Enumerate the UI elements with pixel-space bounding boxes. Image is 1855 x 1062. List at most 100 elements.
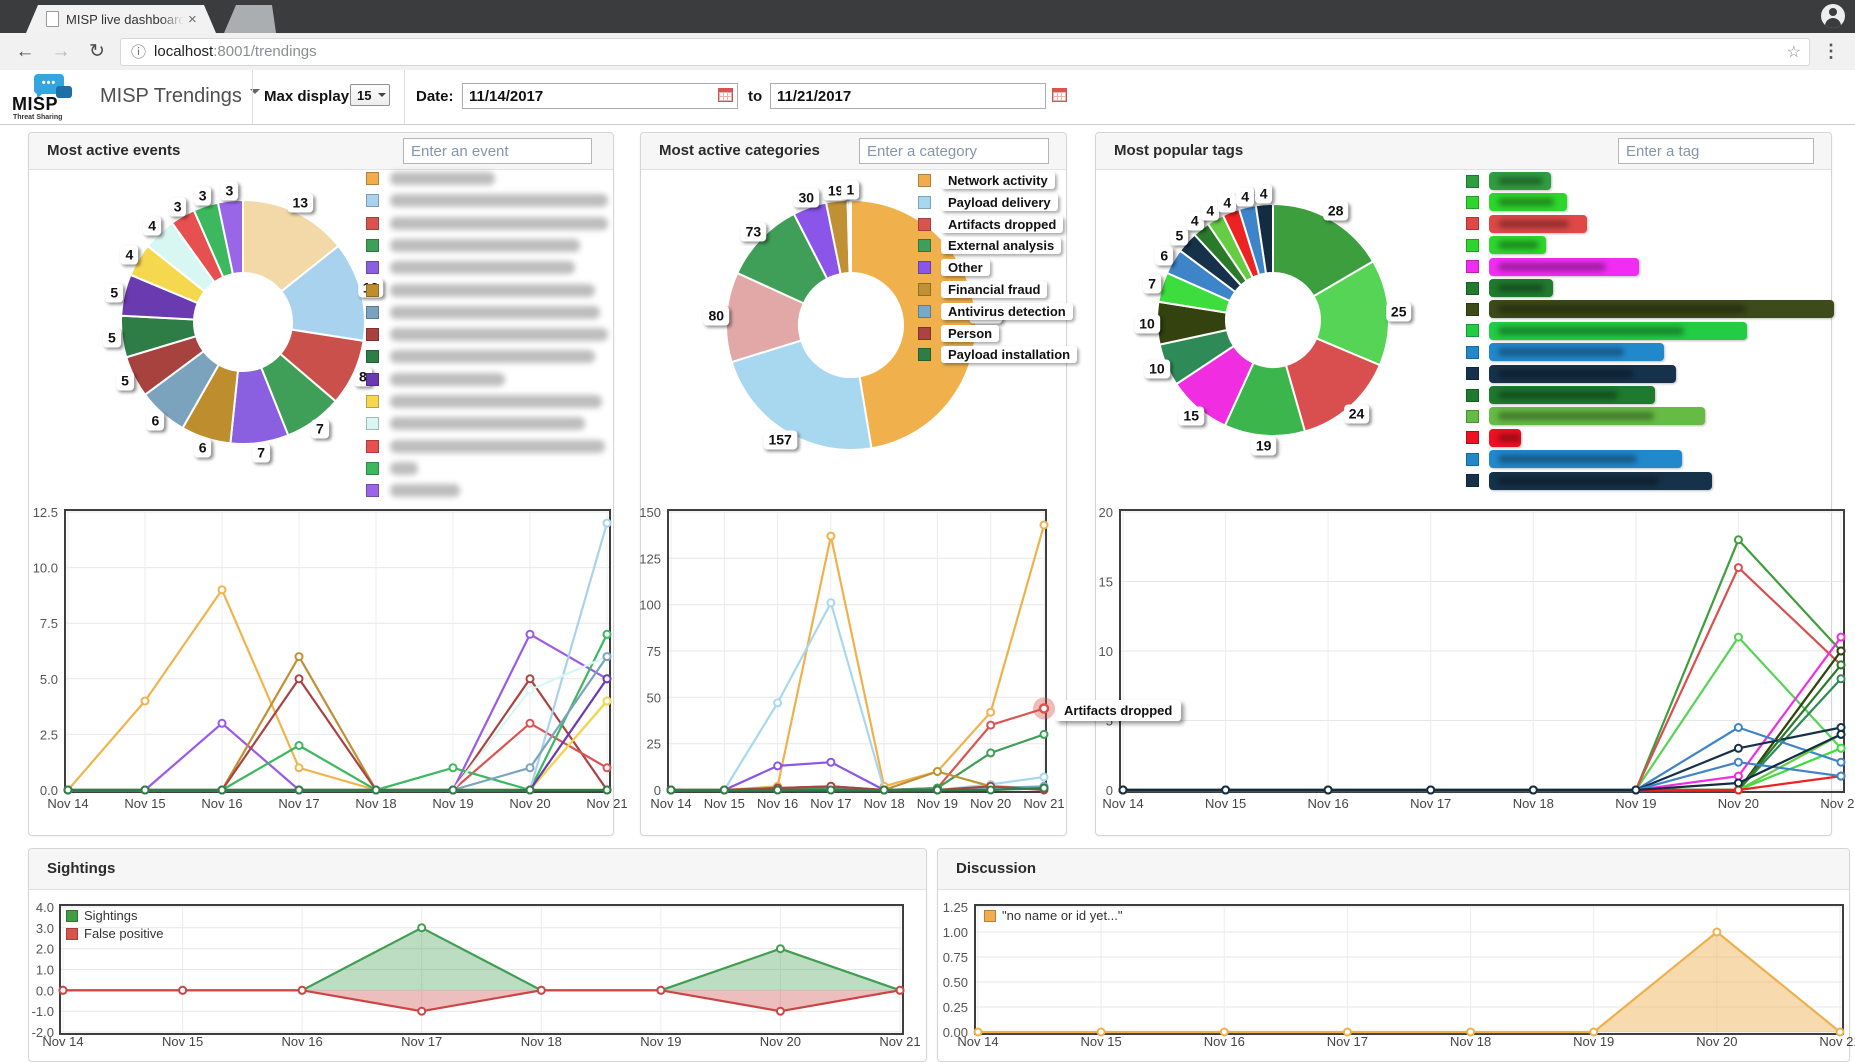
legend-color-swatch <box>918 174 931 187</box>
category-search-input[interactable] <box>859 138 1049 164</box>
event-legend-item[interactable] <box>366 194 608 208</box>
sightings-panel-header: Sightings <box>29 849 926 890</box>
tag-legend-item[interactable] <box>1466 343 1664 362</box>
calendar-icon[interactable] <box>718 88 733 102</box>
event-legend-item[interactable] <box>366 417 585 431</box>
event-search-input[interactable] <box>403 138 592 164</box>
browser-menu-icon[interactable]: ⋮ <box>1822 41 1840 61</box>
tag-pill[interactable] <box>1489 428 1521 447</box>
category-legend-item[interactable]: External analysis <box>918 237 1062 255</box>
tag-pill[interactable] <box>1489 407 1705 426</box>
tag-legend-item[interactable] <box>1466 321 1747 340</box>
app-title-label: MISP Trendings <box>100 85 242 107</box>
tag-pill[interactable] <box>1489 172 1551 190</box>
event-legend-item[interactable] <box>366 261 575 275</box>
tag-legend-item[interactable] <box>1466 300 1834 319</box>
date-to-input[interactable] <box>770 83 1046 109</box>
event-legend-item[interactable] <box>366 305 600 319</box>
category-legend-item[interactable]: Person <box>918 324 1000 342</box>
tag-pill[interactable] <box>1489 386 1655 404</box>
donut-value-label: 6 <box>193 438 212 458</box>
legend-color-swatch <box>366 172 379 185</box>
blurred-event-name <box>390 461 418 475</box>
legend-color-swatch <box>1466 217 1479 231</box>
event-legend-item[interactable] <box>366 283 595 297</box>
blurred-event-name <box>390 417 585 431</box>
max-display-select[interactable]: 15 <box>350 84 390 106</box>
bookmark-star-icon[interactable]: ☆ <box>1786 43 1801 61</box>
event-legend-item[interactable] <box>366 484 460 498</box>
app-title-dropdown[interactable]: MISP Trendings <box>100 85 260 108</box>
reload-icon[interactable]: ↻ <box>89 41 105 62</box>
event-legend-item[interactable] <box>366 328 608 342</box>
events-panel-title: Most active events <box>47 142 181 159</box>
blurred-event-name <box>390 216 608 230</box>
event-legend-item[interactable] <box>366 372 505 386</box>
category-legend-item[interactable]: Network activity <box>918 172 1055 189</box>
tag-pill[interactable] <box>1489 300 1834 319</box>
category-legend-item[interactable]: Payload installation <box>918 346 1078 364</box>
tag-legend-item[interactable] <box>1466 214 1587 233</box>
category-legend-item[interactable]: Financial fraud <box>918 281 1048 298</box>
event-legend-item[interactable] <box>366 216 608 230</box>
tag-legend-item[interactable] <box>1466 279 1553 297</box>
category-legend-item[interactable]: Payload delivery <box>918 193 1058 211</box>
tag-search-input[interactable] <box>1618 138 1814 164</box>
url-input[interactable]: ⓘ localhost:8001/trendings ☆ <box>120 37 1810 66</box>
event-legend-item[interactable] <box>366 238 580 252</box>
legend-color-swatch <box>1466 388 1479 402</box>
browser-profile-icon[interactable] <box>1821 4 1845 28</box>
event-legend-item[interactable] <box>366 461 418 475</box>
tag-pill[interactable] <box>1489 321 1747 340</box>
tag-pill[interactable] <box>1489 364 1676 383</box>
calendar-icon[interactable] <box>1052 88 1067 102</box>
discussion-panel-header: Discussion <box>938 849 1849 890</box>
tab-drag-area[interactable] <box>224 5 276 33</box>
event-legend-item[interactable] <box>366 395 602 408</box>
event-legend-item[interactable] <box>366 350 595 364</box>
donut-value-label: 28 <box>1322 201 1349 221</box>
tag-pill[interactable] <box>1489 236 1546 255</box>
event-legend-item[interactable] <box>366 439 605 453</box>
category-legend-item[interactable]: Other <box>918 259 990 277</box>
tag-legend-item[interactable] <box>1466 428 1521 447</box>
page-info-icon[interactable]: ⓘ <box>131 44 147 61</box>
tab-close-icon[interactable]: × <box>188 10 197 28</box>
tag-pill[interactable] <box>1489 343 1664 362</box>
sightings-panel: Sightings <box>28 848 927 1062</box>
back-icon[interactable]: ← <box>15 40 35 62</box>
tag-pill[interactable] <box>1489 279 1553 297</box>
forward-icon[interactable]: → <box>51 40 71 62</box>
tag-legend-item[interactable] <box>1466 193 1567 212</box>
tag-legend-item[interactable] <box>1466 257 1639 276</box>
tag-legend-item[interactable] <box>1466 450 1682 469</box>
tag-pill[interactable] <box>1489 471 1712 490</box>
category-legend-item[interactable]: Artifacts dropped <box>918 215 1064 233</box>
donut-value-label: 157 <box>763 430 797 450</box>
most-popular-tags-panel: Most popular tags <box>1095 132 1832 836</box>
tags-panel-header: Most popular tags <box>1096 133 1831 170</box>
tag-pill[interactable] <box>1489 214 1587 233</box>
chevron-down-icon <box>249 89 260 99</box>
tag-legend-item[interactable] <box>1466 172 1551 190</box>
tag-legend-item[interactable] <box>1466 386 1655 404</box>
tag-pill[interactable] <box>1489 193 1567 212</box>
misp-logo[interactable]: ••• MISP Threat Sharing <box>12 72 82 122</box>
category-legend-item[interactable]: Antivirus detection <box>918 302 1073 320</box>
tag-legend-item[interactable] <box>1466 471 1712 490</box>
profile-body-icon <box>1825 18 1841 28</box>
chat-bubble-small-icon <box>56 86 72 98</box>
legend-color-swatch <box>366 439 379 453</box>
tag-legend-item[interactable] <box>1466 364 1676 383</box>
legend-color-swatch <box>1466 238 1479 252</box>
tag-pill[interactable] <box>1489 450 1682 469</box>
max-display-value: 15 <box>357 88 372 103</box>
category-legend-label: Other <box>941 259 990 277</box>
tags-panel-title: Most popular tags <box>1114 142 1244 159</box>
browser-tab[interactable]: MISP live dashboard × <box>26 5 216 33</box>
tag-legend-item[interactable] <box>1466 407 1705 426</box>
event-legend-item[interactable] <box>366 172 495 185</box>
tag-pill[interactable] <box>1489 257 1639 276</box>
date-from-input[interactable] <box>462 83 738 109</box>
tag-legend-item[interactable] <box>1466 236 1546 255</box>
